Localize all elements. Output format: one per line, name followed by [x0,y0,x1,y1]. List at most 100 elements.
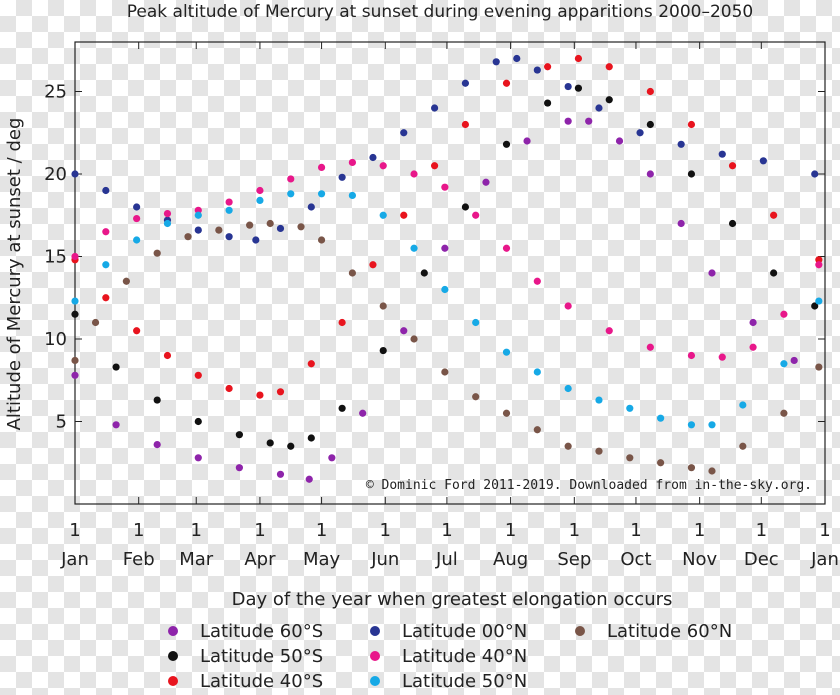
data-point [163,219,172,228]
data-point [297,223,305,231]
x-tick-month-label: Apr [244,549,276,570]
data-point [163,351,172,360]
data-point [461,203,470,211]
data-point [225,198,233,206]
data-point [564,302,572,310]
data-point [749,343,757,351]
data-point [564,82,572,91]
data-point [287,175,295,183]
data-point [287,190,295,198]
data-point [122,277,130,285]
data-point [770,269,778,277]
data-point [420,269,428,277]
data-point [441,368,449,376]
legend: Latitude 60°S Latitude 50°S Latitude 40°S L… [168,621,732,692]
x-axis-label: Day of the year when greatest elongation… [232,589,673,610]
legend-label: Latitude 50°S [200,646,323,667]
data-point [811,170,819,178]
data-point [564,117,572,125]
data-point [815,363,823,371]
data-point [472,393,480,401]
data-point [687,120,696,129]
data-point [544,63,552,71]
data-point [153,396,161,404]
x-tick-day-label: 1 [316,520,327,541]
data-point [112,421,120,429]
data-point [687,351,696,360]
data-point [728,219,737,228]
data-point [749,318,757,327]
data-point [605,63,613,71]
data-point [359,409,367,417]
x-tick-day-label: 1 [191,520,202,541]
data-point [317,190,326,198]
data-point [677,219,685,228]
data-point [133,203,141,211]
x-tick-month-label: Aug [493,549,528,570]
data-point [153,249,161,257]
legend-label: Latitude 60°S [200,621,323,642]
data-point [687,170,696,178]
data-point [533,277,541,285]
data-point [605,327,613,335]
legend-label: Latitude 00°N [402,621,527,642]
data-point [626,454,634,462]
data-point [305,475,313,483]
data-point [400,211,408,219]
data-point [482,178,490,186]
x-tick-day-label: 1 [505,520,516,541]
x-tick-day-label: 1 [819,520,830,541]
data-point [502,79,511,87]
data-point [759,157,767,165]
data-point [646,343,654,351]
data-point [102,186,110,195]
data-point [472,318,480,327]
data-point [502,409,511,417]
x-tick-day-label: 1 [69,520,80,541]
data-point [687,464,696,472]
data-point [626,404,634,412]
data-point [276,224,285,233]
x-axis: 1 Jan 1 Feb 1 Mar 1 Apr 1 May 1 Jun 1 Jul 1 Aug 1 Sep 1 Oct… [60,42,839,570]
series-4 [71,158,823,361]
data-point [657,459,665,467]
data-point [533,426,541,434]
data-point [91,318,100,327]
data-point [657,414,665,422]
data-point [307,434,315,442]
data-point [780,310,788,318]
data-point [441,244,449,252]
data-point [328,454,336,462]
y-tick-label: 25 [44,82,67,103]
data-point [194,454,202,462]
x-tick-month-label: Jun [370,549,399,570]
data-point [194,417,202,426]
data-point [739,401,747,409]
x-tick-month-label: Feb [123,549,155,570]
data-point [276,388,285,396]
x-tick-month-label: Jul [435,549,458,570]
legend-label: Latitude 60°N [607,621,732,642]
data-point [564,442,572,450]
data-point [379,162,387,170]
y-tick-label: 15 [44,247,67,268]
data-point [71,356,79,365]
data-point [687,421,696,429]
data-point [338,404,346,412]
data-point [739,442,747,450]
data-point [780,360,788,368]
data-point [215,226,223,234]
data-point [708,421,716,429]
data-point [472,211,480,219]
x-tick-month-label: Sep [557,549,591,570]
data-point [256,391,264,399]
data-point [317,236,326,244]
data-point [815,261,823,269]
data-point [615,137,624,145]
data-point [246,221,254,229]
data-point [235,431,243,439]
data-point [133,236,141,244]
data-point [646,120,654,129]
x-tick-day-label: 1 [133,520,144,541]
